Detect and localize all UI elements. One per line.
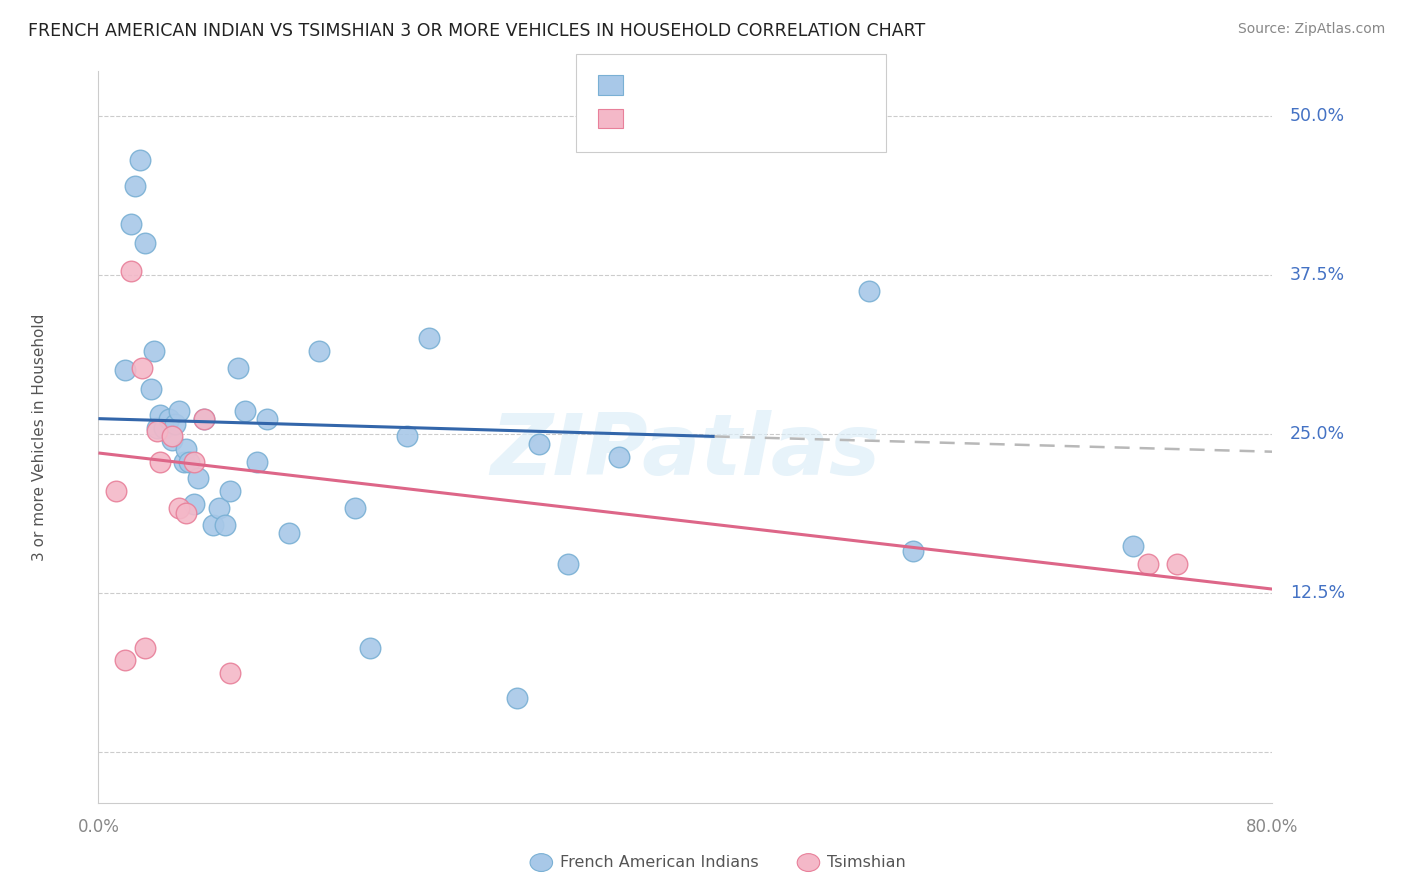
Point [131,360,153,375]
Point [219,666,242,681]
Point [193,411,215,425]
Text: 12.5%: 12.5% [1291,584,1346,602]
Point [146,420,169,434]
Point [141,383,163,397]
Point [163,417,186,431]
Point [146,425,169,439]
Text: 3 or more Vehicles in Household: 3 or more Vehicles in Household [32,313,48,561]
Point [308,344,330,359]
Text: R =: R = [631,112,666,126]
Point [233,404,256,418]
Point [527,437,550,451]
Point [183,497,205,511]
Point [226,360,249,375]
Point [359,640,381,655]
Point [128,153,150,168]
Point [124,178,146,193]
Text: Tsimshian: Tsimshian [827,855,905,870]
Point [208,500,231,515]
Point [418,331,440,345]
Point [1122,539,1144,553]
Point [183,455,205,469]
Point [176,506,198,520]
Text: 80.0%: 80.0% [1246,818,1299,836]
Point [201,518,224,533]
Point [256,411,278,425]
Point [219,484,242,499]
Point [609,450,631,464]
Text: FRENCH AMERICAN INDIAN VS TSIMSHIAN 3 OR MORE VEHICLES IN HOUSEHOLD CORRELATION : FRENCH AMERICAN INDIAN VS TSIMSHIAN 3 OR… [28,22,925,40]
Point [114,363,136,377]
Point [173,455,195,469]
Text: 37.5%: 37.5% [1291,266,1346,284]
Point [153,420,176,434]
Text: ZIPatlas: ZIPatlas [491,410,880,493]
Point [278,526,301,541]
Point [134,640,156,655]
Text: 50.0%: 50.0% [1291,107,1346,125]
Text: R =: R = [631,78,666,92]
Point [901,544,924,558]
Point [179,455,201,469]
Point [149,455,172,469]
Text: French American Indians: French American Indians [560,855,758,870]
Text: 15: 15 [783,112,806,126]
Text: -0.037: -0.037 [671,78,728,92]
Point [105,484,128,499]
Point [557,557,579,571]
Point [214,518,236,533]
Point [114,653,136,667]
Point [193,411,215,425]
Point [143,344,166,359]
Text: 41: 41 [783,78,806,92]
Text: Source: ZipAtlas.com: Source: ZipAtlas.com [1237,22,1385,37]
Point [134,236,156,251]
Text: N =: N = [737,78,783,92]
Point [395,429,418,443]
Point [1166,557,1188,571]
Point [120,217,142,231]
Point [160,434,183,448]
Point [187,471,209,485]
Point [176,442,198,457]
Text: -0.303: -0.303 [671,112,728,126]
Point [246,455,269,469]
Point [344,500,367,515]
Point [505,691,527,706]
Point [157,411,180,425]
Point [858,285,880,299]
Point [167,500,190,515]
Point [167,404,190,418]
Text: 0.0%: 0.0% [77,818,120,836]
Text: N =: N = [737,112,783,126]
Text: 25.0%: 25.0% [1291,425,1346,443]
Point [1136,557,1159,571]
Point [120,264,142,278]
Point [160,429,183,443]
Point [149,408,172,422]
